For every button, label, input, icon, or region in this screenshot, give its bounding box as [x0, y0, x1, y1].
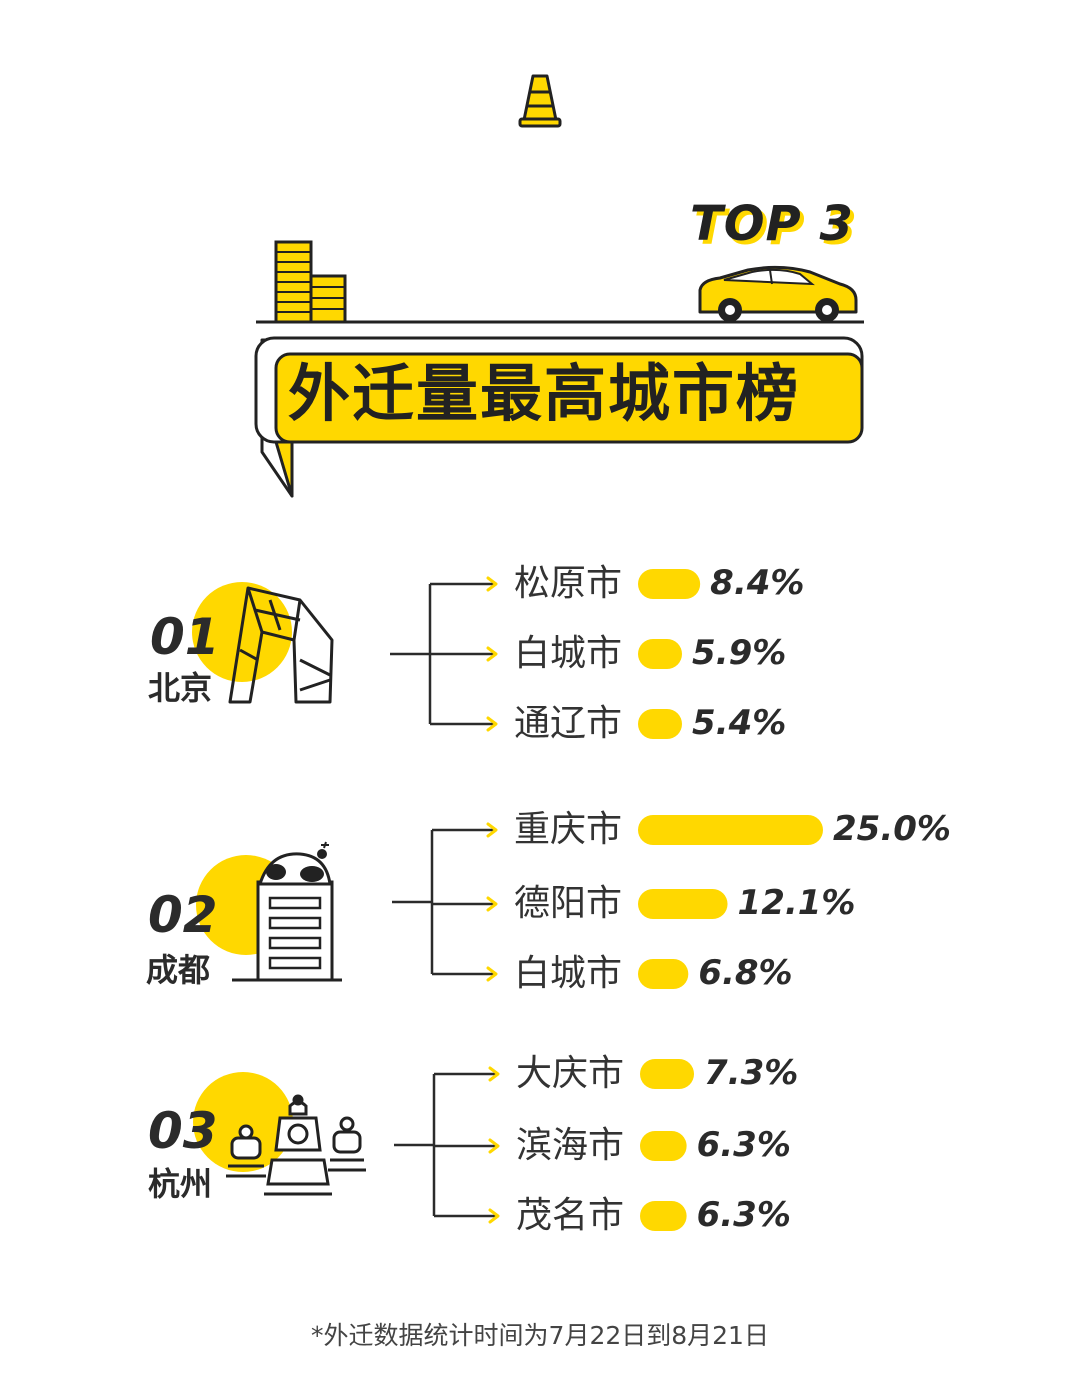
- value-bar: [640, 1131, 687, 1161]
- value-label: 25.0%: [833, 809, 951, 849]
- connector-arrow: [486, 646, 498, 662]
- top3-badge: TOP 3: [690, 196, 854, 252]
- connector-arrow: [488, 1138, 500, 1154]
- group-3-rank: 03: [148, 1102, 218, 1160]
- value-label: 7.3%: [704, 1053, 799, 1093]
- value-bar: [640, 1059, 695, 1089]
- value-bar: [640, 1201, 687, 1231]
- panda-building-icon: [232, 841, 342, 982]
- footnote: *外迁数据统计时间为7月22日到8月21日: [311, 1321, 769, 1350]
- dest-label: 白城市: [514, 953, 623, 994]
- value-bar: [638, 639, 682, 669]
- cctv-tower-icon: [228, 586, 334, 704]
- value-bar: [638, 959, 689, 989]
- value-bar: [638, 709, 682, 739]
- value-label: 5.9%: [692, 633, 787, 673]
- header-artwork: [254, 74, 864, 498]
- connector-arrow: [486, 966, 498, 982]
- group-3-circle: [193, 1072, 293, 1172]
- value-label: 6.8%: [698, 953, 793, 993]
- value-label: 6.3%: [696, 1125, 791, 1165]
- connector-arrow: [488, 1066, 500, 1082]
- dest-label: 白城市: [514, 633, 623, 674]
- dest-label: 茂名市: [516, 1195, 625, 1236]
- title-ribbon: [254, 336, 864, 498]
- car-icon: [698, 265, 858, 322]
- value-bar: [638, 889, 728, 919]
- value-label: 6.3%: [696, 1195, 791, 1235]
- connector-arrow: [486, 576, 498, 592]
- group-2-city: 成都: [146, 951, 211, 989]
- connector-arrow: [488, 1208, 500, 1224]
- group-1-city: 北京: [148, 669, 213, 707]
- page-title: 外迁量最高城市榜: [288, 357, 801, 430]
- dest-label: 松原市: [514, 563, 623, 604]
- dest-label: 大庆市: [516, 1053, 625, 1094]
- building-stack-icon: [274, 240, 347, 324]
- connector-arrow: [486, 896, 498, 912]
- value-bar: [638, 815, 823, 845]
- connector-arrow: [486, 822, 498, 838]
- value-bar: [638, 569, 701, 599]
- group-1-rank: 01: [150, 608, 220, 666]
- dest-label: 滨海市: [516, 1125, 625, 1166]
- traffic-cone-icon: [518, 74, 562, 128]
- value-label: 5.4%: [692, 703, 787, 743]
- value-label: 12.1%: [737, 883, 856, 923]
- connector-arrow: [486, 716, 498, 732]
- dest-label: 德阳市: [514, 883, 623, 924]
- group-2-rank: 02: [148, 886, 218, 944]
- dest-label: 重庆市: [514, 809, 623, 850]
- dest-label: 通辽市: [514, 703, 623, 744]
- value-label: 8.4%: [710, 563, 805, 603]
- group-3-city: 杭州: [148, 1165, 213, 1203]
- pagoda-icon: [226, 1094, 366, 1196]
